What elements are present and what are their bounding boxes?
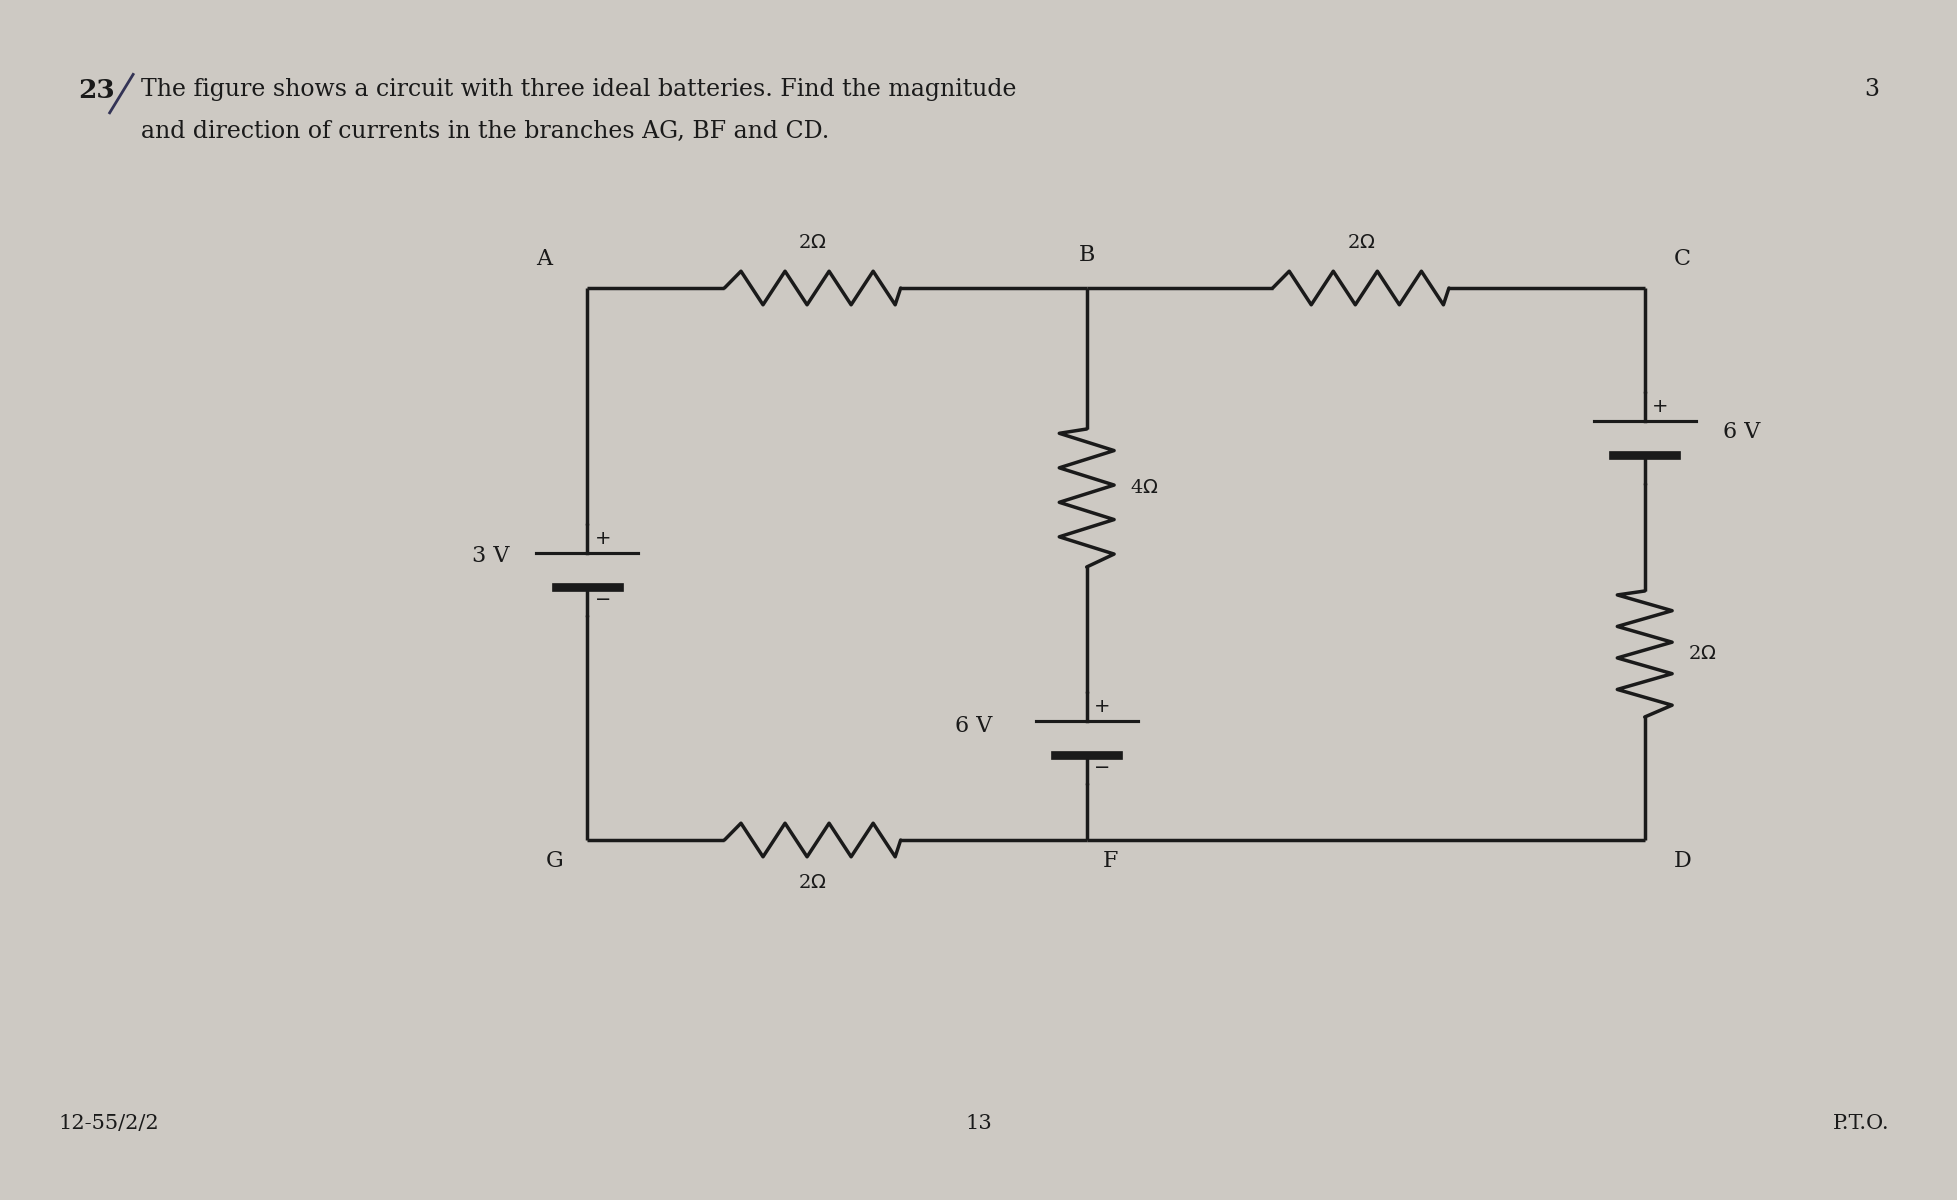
Text: The figure shows a circuit with three ideal batteries. Find the magnitude: The figure shows a circuit with three id…	[141, 78, 1016, 101]
Text: 13: 13	[965, 1114, 992, 1133]
Text: 3: 3	[1863, 78, 1879, 101]
Text: 12-55/2/2: 12-55/2/2	[59, 1114, 159, 1133]
Text: 3 V: 3 V	[472, 545, 509, 566]
Text: and direction of currents in the branches AG, BF and CD.: and direction of currents in the branche…	[141, 120, 830, 143]
Text: 2$\Omega$: 2$\Omega$	[1346, 234, 1374, 252]
Text: +: +	[595, 529, 611, 548]
Text: C: C	[1673, 248, 1691, 270]
Text: 23: 23	[78, 78, 115, 103]
Text: +: +	[1652, 397, 1667, 416]
Text: 6 V: 6 V	[1722, 421, 1759, 443]
Text: 4$\Omega$: 4$\Omega$	[1129, 480, 1159, 498]
Text: 2$\Omega$: 2$\Omega$	[798, 874, 826, 892]
Text: B: B	[1078, 245, 1094, 266]
Text: A: A	[536, 248, 552, 270]
Text: −: −	[595, 590, 611, 610]
Text: G: G	[546, 850, 564, 871]
Text: 2$\Omega$: 2$\Omega$	[1687, 646, 1716, 662]
Text: P.T.O.: P.T.O.	[1832, 1114, 1889, 1133]
Text: −: −	[1094, 758, 1110, 778]
Text: F: F	[1102, 850, 1117, 871]
Text: D: D	[1673, 850, 1691, 871]
Text: +: +	[1094, 697, 1110, 716]
Text: 6 V: 6 V	[955, 715, 992, 737]
Text: 2$\Omega$: 2$\Omega$	[798, 234, 826, 252]
